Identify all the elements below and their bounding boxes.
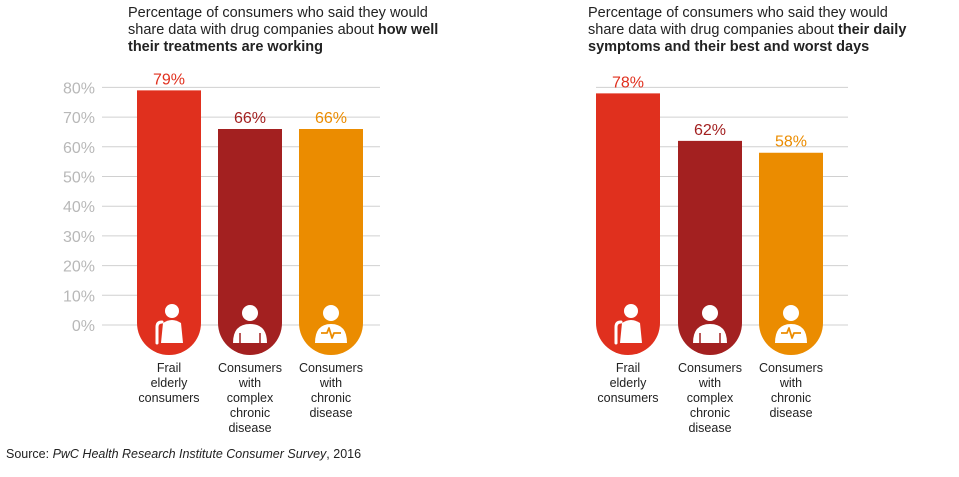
bar-1-2 <box>218 128 282 355</box>
chart-1-title-line-2: share data with drug companies about <box>128 22 378 38</box>
data-label: 58% <box>775 134 807 151</box>
category-label: chronic <box>690 406 730 420</box>
chart-1-title-line-1: Percentage of consumers who said they wo… <box>128 5 428 21</box>
bar-1-1 <box>137 90 201 356</box>
chart-2-title-bold-2: symptoms and their best and worst days <box>588 39 870 55</box>
chart-2: 78%Frailelderlyconsumers62%Consumerswith… <box>596 74 848 435</box>
y-tick-label: 50% <box>63 170 95 187</box>
person-icon <box>693 305 727 343</box>
category-label: complex <box>687 391 734 405</box>
y-tick-label: 30% <box>63 229 95 246</box>
heartbeat-person-icon <box>775 305 807 343</box>
category-label: chronic <box>230 406 270 420</box>
category-label: chronic <box>771 391 811 405</box>
y-tick-label: 70% <box>63 110 95 127</box>
data-label: 62% <box>694 122 726 139</box>
source-suffix: , 2016 <box>326 447 362 461</box>
category-label: Consumers <box>299 361 363 375</box>
data-label: 78% <box>612 74 644 91</box>
y-tick-label: 20% <box>63 259 95 276</box>
category-label: disease <box>688 421 731 435</box>
data-label: 66% <box>315 110 347 127</box>
source-prefix: Source: <box>6 447 53 461</box>
category-label: Frail <box>157 361 181 375</box>
category-label: Consumers <box>218 361 282 375</box>
chart-1-title-bold-1: how well <box>377 22 439 38</box>
y-tick-label: 60% <box>63 140 95 157</box>
category-label: disease <box>769 406 812 420</box>
category-label: Frail <box>616 361 640 375</box>
category-label: with <box>238 376 261 390</box>
bar-1-3 <box>299 128 363 355</box>
category-label: with <box>779 376 802 390</box>
data-label: 79% <box>153 71 185 88</box>
chart-2-title: Percentage of consumers who said they wo… <box>588 5 906 56</box>
heartbeat-person-icon <box>315 305 347 343</box>
source-note: Source: PwC Health Research Institute Co… <box>6 447 361 461</box>
chart-1: 0% 10% 20% 30% 40% 50% 60% 70% 80% 79% Frailelderl… <box>63 71 380 435</box>
data-label: 66% <box>234 110 266 127</box>
y-tick-label: 10% <box>63 288 95 305</box>
category-label: Consumers <box>678 361 742 375</box>
bar-2-1 <box>596 93 660 355</box>
chart-1-title: Percentage of consumers who said they wo… <box>128 5 438 56</box>
y-tick-label: 80% <box>63 80 95 97</box>
category-label: disease <box>309 406 352 420</box>
bar-2-2 <box>678 140 742 355</box>
chart-1-title-bold-2: their treatments are working <box>128 39 323 55</box>
category-label: complex <box>227 391 274 405</box>
y-tick-label: 40% <box>63 199 95 216</box>
category-label: with <box>698 376 721 390</box>
chart-2-title-line-1: Percentage of consumers who said they wo… <box>588 5 888 21</box>
chart-2-title-bold-1: their daily <box>837 22 907 38</box>
chart-2-title-line-2: share data with drug companies about <box>588 22 838 38</box>
category-label: Consumers <box>759 361 823 375</box>
bar-2-3 <box>759 152 823 355</box>
elderly-person-icon <box>155 304 183 345</box>
person-icon <box>233 305 267 343</box>
category-label: chronic <box>311 391 351 405</box>
category-label: elderly <box>151 376 189 390</box>
y-tick-label: 0% <box>72 318 95 335</box>
category-label: consumers <box>597 391 658 405</box>
category-label: elderly <box>610 376 648 390</box>
category-label: disease <box>228 421 271 435</box>
source-title: PwC Health Research Institute Consumer S… <box>52 447 327 461</box>
elderly-person-icon <box>614 304 642 345</box>
category-label: with <box>319 376 342 390</box>
category-label: consumers <box>138 391 199 405</box>
